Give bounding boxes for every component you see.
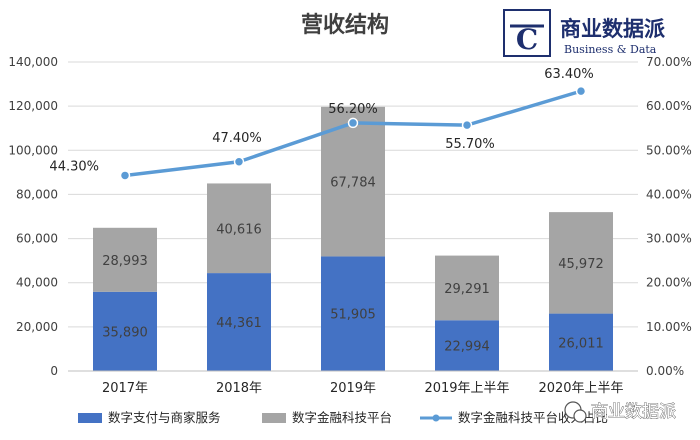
line-point-fintech-share: [575, 85, 587, 97]
line-label-fintech-share: 63.40%: [544, 67, 594, 82]
bar-label-digital-payment: 26,011: [558, 336, 604, 351]
bar-digital-payment: [207, 273, 271, 371]
legend-swatch-fintech-platform: [262, 413, 286, 423]
x-tick-label: 2018年: [216, 381, 262, 396]
x-tick-label: 2020年上半年: [538, 381, 623, 396]
chart-title: 营收结构: [301, 12, 389, 38]
line-point-fintech-share: [119, 170, 131, 181]
line-label-fintech-share: 44.30%: [49, 159, 99, 174]
bar-digital-payment: [435, 320, 499, 371]
line-label-fintech-share: 55.70%: [445, 137, 495, 152]
line-label-fintech-share: 56.20%: [328, 102, 378, 117]
y-right-tick-label: 70.00%: [646, 55, 692, 69]
bar-label-fintech-platform: 28,993: [102, 254, 148, 269]
bar-label-fintech-platform: 40,616: [216, 222, 262, 237]
y-axis-right: 0.00% 10.00% 20.00% 30.00% 40.00% 50.00% 60.00…: [646, 55, 692, 378]
bar-digital-payment: [93, 291, 157, 371]
y-right-tick-label: 50.00%: [646, 143, 692, 157]
brand-name: 商业数据派: [560, 17, 666, 41]
legend-swatch-digital-payment: [78, 413, 102, 423]
bar-label-fintech-platform: 29,291: [444, 282, 490, 297]
y-left-tick-label: 20,000: [16, 320, 58, 334]
line-point-fintech-share: [347, 117, 359, 129]
y-right-tick-label: 40.00%: [646, 187, 692, 201]
bar-series: [93, 106, 613, 371]
line-point-fintech-share: [461, 119, 473, 131]
bar-fintech-platform: [207, 183, 271, 274]
y-left-tick-label: 140,000: [8, 55, 58, 69]
bar-label-digital-payment: 44,361: [216, 316, 262, 331]
y-left-tick-label: 120,000: [8, 99, 58, 113]
legend-label-digital-payment: 数字支付与商家服务: [108, 410, 221, 425]
legend: 数字支付与商家服务 数字金融科技平台 数字金融科技平台收入占比: [78, 410, 608, 425]
legend-label-fintech-platform: 数字金融科技平台: [292, 410, 392, 425]
y-right-tick-label: 20.00%: [646, 276, 692, 290]
line-label-fintech-share: 47.40%: [212, 131, 262, 146]
bar-label-fintech-platform: 67,784: [330, 176, 376, 191]
y-left-tick-label: 100,000: [8, 143, 58, 157]
logo-letter: C: [516, 23, 538, 56]
watermark: 商业数据派: [564, 401, 676, 423]
bar-digital-payment: [321, 256, 385, 371]
legend-marker-fintech-share: [432, 414, 440, 422]
line-point-fintech-share: [233, 156, 245, 168]
brand-logo: C 商业数据派 Business & Data: [503, 9, 666, 57]
bar-label-digital-payment: 22,994: [444, 340, 490, 355]
x-tick-label: 2019年上半年: [424, 381, 509, 396]
y-left-tick-label: 80,000: [16, 187, 58, 201]
x-tick-label: 2019年: [330, 381, 376, 396]
line-series: 44.30% 47.40% 56.20% 55.70% 63.40%: [49, 67, 594, 181]
bar-label-digital-payment: 51,905: [330, 308, 376, 323]
y-left-tick-label: 40,000: [16, 276, 58, 290]
y-left-tick-label: 0: [50, 364, 58, 378]
bar-label-digital-payment: 35,890: [102, 325, 148, 340]
y-right-tick-label: 60.00%: [646, 99, 692, 113]
bar-data-labels: 35,890 28,993 44,361 40,616 51,905 67,784 22,9…: [102, 176, 604, 355]
x-axis: 2017年 2018年 2019年 2019年上半年 2020年上半年: [68, 370, 638, 396]
bar-fintech-platform: [93, 227, 157, 292]
bar-label-fintech-platform: 45,972: [558, 257, 604, 272]
bar-digital-payment: [549, 313, 613, 371]
x-tick-label: 2017年: [102, 381, 148, 396]
logo-square-icon: [503, 9, 551, 57]
watermark-wechat-icon-inner: [573, 409, 587, 423]
bar-fintech-platform: [435, 255, 499, 321]
y-right-tick-label: 10.00%: [646, 320, 692, 334]
watermark-text: 商业数据派: [591, 402, 676, 422]
y-right-tick-label: 0.00%: [646, 364, 684, 378]
bar-fintech-platform: [549, 212, 613, 314]
brand-tagline: Business & Data: [564, 43, 657, 56]
y-right-tick-label: 30.00%: [646, 232, 692, 246]
y-axis-left: 0 20,000 40,000 60,000 80,000 100,000 120,000 1…: [8, 55, 58, 378]
y-left-tick-label: 60,000: [16, 232, 58, 246]
